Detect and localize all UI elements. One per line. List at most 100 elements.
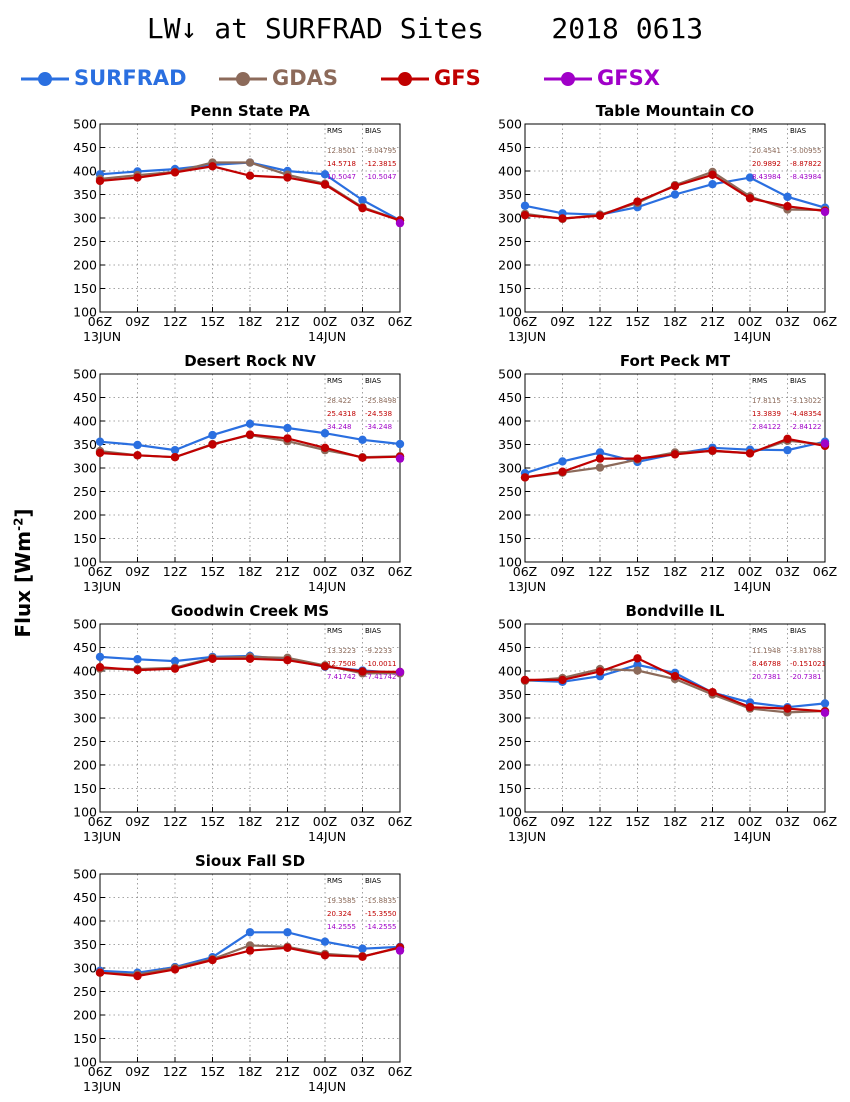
x-tick-label: 12Z (588, 314, 612, 329)
panel-title: Desert Rock NV (184, 352, 316, 370)
x-tick-label: 00Z (738, 564, 762, 579)
data-point-surfrad (358, 435, 367, 444)
x-tick-label: 18Z (238, 814, 262, 829)
data-point-gfs (95, 968, 105, 977)
x-tick-label: 03Z (775, 564, 799, 579)
chart-svg-bondville-il: Bondville IL 100 150 200 250 300 350 400 450 500 0… (498, 602, 837, 844)
data-point-gfs (320, 180, 330, 189)
x-tick-label: 18Z (238, 564, 262, 579)
x-tick-label: 06Z (388, 564, 412, 579)
legend-label-gdas: GDAS (272, 66, 339, 90)
data-point-surfrad (320, 937, 330, 946)
legend-swatch-marker (38, 72, 52, 86)
x-tick-label: 21Z (700, 814, 724, 829)
x-tick-label: 21Z (275, 314, 299, 329)
data-point-gfsx (820, 708, 830, 718)
legend-label-surfrad: SURFRAD (74, 66, 187, 90)
data-point-surfrad (783, 445, 792, 455)
stats-rms-value: 11.1948 (752, 647, 781, 655)
y-tick-label: 500 (73, 867, 97, 882)
chart-svg-desert-rock-nv: Desert Rock NV 100 150 200 250 300 350 400 450 50… (73, 352, 412, 594)
stats-bias-value: -3.81788 (790, 647, 821, 655)
data-point-surfrad (520, 201, 530, 210)
data-point-gfs (170, 965, 180, 974)
stats-rms-value: 25.4318 (327, 410, 356, 418)
y-tick-label: 500 (73, 617, 97, 632)
data-point-surfrad (670, 190, 680, 199)
data-point-gfs (283, 655, 292, 665)
data-point-gfs (283, 943, 292, 952)
data-point-gfsx (395, 454, 405, 463)
data-point-gfs (170, 452, 180, 462)
data-point-gdas (633, 666, 642, 675)
chart-panel-penn-state-pa: Penn State PA 100 150 200 250 300 350 400 450 500… (56, 100, 414, 352)
data-point-gfs (208, 162, 217, 171)
stats-header-rms: RMS (327, 877, 343, 885)
chart-panel-bondville-il: Bondville IL 100 150 200 250 300 350 400 450 500 0… (481, 600, 839, 852)
date-label: 14JUN (308, 829, 346, 844)
stats-rms-value: 34.248 (327, 423, 352, 431)
stats-header-bias: BIAS (365, 377, 382, 385)
data-point-surfrad (558, 457, 567, 466)
stats-bias-value: -14.2555 (365, 923, 396, 931)
x-tick-label: 12Z (163, 1064, 187, 1079)
stats-rms-value: 20.7381 (752, 673, 781, 681)
data-point-surfrad (245, 419, 255, 429)
stats-bias-value: -24.538 (365, 410, 392, 418)
y-tick-label: 250 (73, 484, 97, 499)
y-tick-label: 250 (73, 984, 97, 999)
y-tick-label: 150 (73, 1031, 97, 1046)
data-point-surfrad (283, 928, 292, 937)
stats-header-rms: RMS (327, 377, 343, 385)
stats-bias-value: -3.13022 (790, 397, 821, 405)
y-tick-label: 250 (73, 234, 97, 249)
y-tick-label: 200 (73, 258, 97, 273)
data-point-surfrad (170, 445, 180, 455)
y-tick-label: 100 (73, 1055, 97, 1070)
x-tick-label: 18Z (663, 314, 687, 329)
page-title: LW↓ at SURFRAD Sites 2018 0613 (146, 12, 704, 45)
x-tick-label: 15Z (625, 314, 649, 329)
stats-rms-value: 14.5718 (327, 160, 356, 168)
panel-title: Table Mountain CO (596, 102, 754, 120)
data-point-gfs (745, 449, 755, 458)
stats-bias-value: -15.8835 (365, 897, 396, 905)
data-point-surfrad (745, 173, 755, 182)
stats-header-bias: BIAS (365, 877, 382, 885)
x-tick-label: 06Z (513, 564, 537, 579)
stats-bias-value: -34.248 (365, 423, 392, 431)
legend-swatch-gfsx (544, 72, 592, 86)
data-point-gfs (208, 440, 217, 449)
x-tick-label: 03Z (350, 1064, 374, 1079)
stats-header-rms: RMS (327, 627, 343, 635)
data-point-gfs (595, 454, 605, 463)
y-tick-label: 450 (498, 390, 522, 405)
y-tick-label: 150 (498, 531, 522, 546)
chart-panel-table-mountain-co: Table Mountain CO 100 150 200 250 300 350 400 45… (481, 100, 839, 352)
stats-rms-value: 20.324 (327, 910, 352, 918)
x-tick-label: 06Z (88, 564, 112, 579)
x-tick-label: 21Z (700, 314, 724, 329)
data-point-surfrad (820, 699, 830, 708)
x-tick-label: 06Z (88, 1064, 112, 1079)
stats-bias-value: -9.04795 (365, 147, 396, 155)
data-point-gfs (358, 952, 367, 961)
plot-area: Desert Rock NV 100 150 200 250 300 350 400 450 50… (73, 352, 412, 594)
y-tick-label: 350 (73, 437, 97, 452)
x-tick-label: 09Z (550, 564, 574, 579)
stats-bias-value: -20.7381 (790, 673, 821, 681)
data-point-gfs (283, 434, 292, 443)
y-tick-label: 100 (73, 555, 97, 570)
y-tick-label: 250 (498, 234, 522, 249)
y-tick-label: 150 (73, 781, 97, 796)
x-tick-label: 12Z (163, 814, 187, 829)
stats-bias-value: -0.151021 (790, 660, 826, 668)
plot-area: Fort Peck MT 100 150 200 250 300 350 400 450 500 0… (498, 352, 837, 594)
y-tick-label: 200 (498, 258, 522, 273)
y-tick-label: 200 (73, 758, 97, 773)
data-point-surfrad (283, 423, 292, 433)
stats-header-bias: BIAS (790, 377, 807, 385)
plot-area: Bondville IL 100 150 200 250 300 350 400 450 500 0… (498, 602, 837, 844)
y-tick-label: 500 (73, 367, 97, 382)
stats-header-rms: RMS (752, 627, 768, 635)
